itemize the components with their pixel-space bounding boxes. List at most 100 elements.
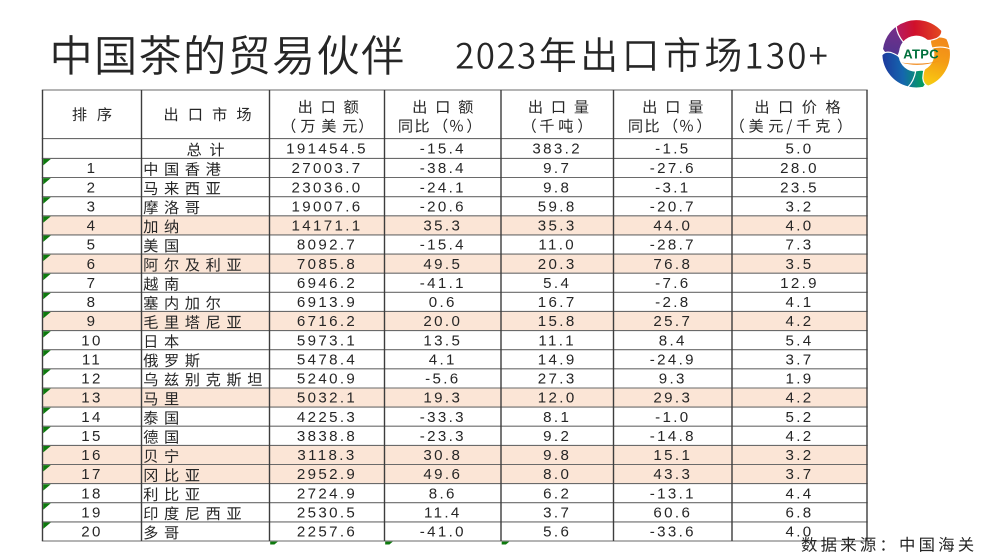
svg-text:8.6: 8.6	[429, 485, 457, 502]
svg-text:5240.9: 5240.9	[297, 371, 357, 388]
svg-text:35.3: 35.3	[538, 218, 577, 235]
svg-text:4.2: 4.2	[785, 390, 813, 407]
svg-text:44.0: 44.0	[653, 218, 692, 235]
svg-text:-24.9: -24.9	[650, 352, 696, 369]
svg-text:4.1: 4.1	[785, 294, 813, 311]
svg-text:13: 13	[81, 390, 103, 407]
svg-text:8092.7: 8092.7	[297, 237, 357, 254]
svg-text:4: 4	[87, 218, 98, 235]
svg-text:4.0: 4.0	[785, 218, 813, 235]
svg-text:191454.5: 191454.5	[286, 141, 368, 158]
svg-text:-38.4: -38.4	[420, 160, 466, 177]
svg-text:27.3: 27.3	[538, 371, 577, 388]
svg-text:-15.4: -15.4	[420, 237, 466, 254]
svg-text:9.8: 9.8	[543, 447, 571, 464]
svg-text:8: 8	[87, 294, 98, 311]
svg-text:-7.6: -7.6	[655, 275, 690, 292]
svg-text:5478.4: 5478.4	[297, 352, 357, 369]
svg-text:28.0: 28.0	[780, 160, 819, 177]
svg-text:2724.9: 2724.9	[297, 485, 357, 502]
svg-text:8.4: 8.4	[659, 332, 687, 349]
svg-text:-20.7: -20.7	[650, 198, 696, 215]
svg-text:20.0: 20.0	[423, 313, 462, 330]
svg-text:-13.1: -13.1	[650, 485, 696, 502]
svg-text:5: 5	[87, 237, 98, 254]
svg-text:60.6: 60.6	[653, 505, 692, 522]
svg-text:4.1: 4.1	[429, 352, 457, 369]
svg-text:9.7: 9.7	[543, 160, 571, 177]
svg-text:2530.5: 2530.5	[297, 505, 357, 522]
svg-text:4.0: 4.0	[785, 524, 813, 541]
svg-text:18: 18	[81, 485, 103, 502]
svg-text:12: 12	[81, 371, 103, 388]
svg-text:-15.4: -15.4	[420, 141, 466, 158]
svg-text:6913.9: 6913.9	[297, 294, 357, 311]
svg-text:43.3: 43.3	[653, 466, 692, 483]
svg-text:27003.7: 27003.7	[291, 160, 362, 177]
svg-text:15.8: 15.8	[538, 313, 577, 330]
svg-text:3.5: 3.5	[785, 256, 813, 273]
svg-text:16.7: 16.7	[538, 294, 577, 311]
svg-text:6946.2: 6946.2	[297, 275, 357, 292]
svg-text:13.5: 13.5	[423, 332, 462, 349]
svg-text:2952.9: 2952.9	[297, 466, 357, 483]
svg-text:49.5: 49.5	[423, 256, 462, 273]
svg-text:7: 7	[87, 275, 98, 292]
svg-text:10: 10	[81, 332, 103, 349]
svg-text:3.7: 3.7	[543, 505, 571, 522]
svg-text:7.3: 7.3	[785, 237, 813, 254]
svg-text:3.2: 3.2	[785, 447, 813, 464]
svg-text:383.2: 383.2	[532, 141, 582, 158]
svg-text:3.7: 3.7	[785, 466, 813, 483]
svg-text:5.2: 5.2	[785, 409, 813, 426]
svg-text:35.3: 35.3	[423, 218, 462, 235]
svg-text:5032.1: 5032.1	[297, 390, 357, 407]
svg-text:2: 2	[87, 179, 98, 196]
svg-text:4.2: 4.2	[785, 428, 813, 445]
svg-text:8.1: 8.1	[543, 409, 571, 426]
svg-text:1.9: 1.9	[785, 371, 813, 388]
svg-text:4.2: 4.2	[785, 313, 813, 330]
svg-text:59.8: 59.8	[538, 198, 577, 215]
svg-text:2257.6: 2257.6	[297, 524, 357, 541]
svg-text:-23.3: -23.3	[420, 428, 466, 445]
svg-text:12.0: 12.0	[538, 390, 577, 407]
svg-text:5973.1: 5973.1	[297, 332, 357, 349]
svg-text:-41.0: -41.0	[420, 524, 466, 541]
svg-text:0.6: 0.6	[429, 294, 457, 311]
svg-text:9.3: 9.3	[659, 371, 687, 388]
svg-text:-2.8: -2.8	[655, 294, 690, 311]
svg-text:-41.1: -41.1	[420, 275, 466, 292]
svg-text:11.1: 11.1	[538, 332, 576, 349]
svg-text:-3.1: -3.1	[655, 179, 690, 196]
svg-text:7085.8: 7085.8	[297, 256, 357, 273]
svg-text:49.6: 49.6	[423, 466, 462, 483]
svg-text:-33.3: -33.3	[420, 409, 466, 426]
svg-text:-1.5: -1.5	[655, 141, 690, 158]
svg-text:3: 3	[87, 198, 98, 215]
svg-text:19.3: 19.3	[423, 390, 462, 407]
svg-text:14171.1: 14171.1	[291, 218, 362, 235]
svg-text:20: 20	[81, 524, 103, 541]
svg-text:16: 16	[81, 447, 103, 464]
svg-text:5.0: 5.0	[785, 141, 813, 158]
svg-text:11: 11	[82, 352, 102, 369]
svg-text:23036.0: 23036.0	[291, 179, 362, 196]
svg-text:29.3: 29.3	[653, 390, 692, 407]
svg-text:5.4: 5.4	[785, 332, 813, 349]
svg-text:-5.6: -5.6	[425, 371, 460, 388]
svg-text:6.2: 6.2	[543, 485, 571, 502]
svg-text:4.4: 4.4	[785, 485, 813, 502]
svg-text:17: 17	[81, 466, 103, 483]
svg-text:11.0: 11.0	[538, 237, 576, 254]
svg-text:-28.7: -28.7	[650, 237, 696, 254]
svg-text:15: 15	[81, 428, 103, 445]
svg-text:30.8: 30.8	[423, 447, 462, 464]
svg-text:14: 14	[81, 409, 103, 426]
svg-text:3.2: 3.2	[785, 198, 813, 215]
svg-text:11.4: 11.4	[424, 505, 462, 522]
svg-text:25.7: 25.7	[653, 313, 692, 330]
svg-text:4225.3: 4225.3	[297, 409, 357, 426]
svg-text:14.9: 14.9	[538, 352, 577, 369]
svg-text:-20.6: -20.6	[420, 198, 466, 215]
